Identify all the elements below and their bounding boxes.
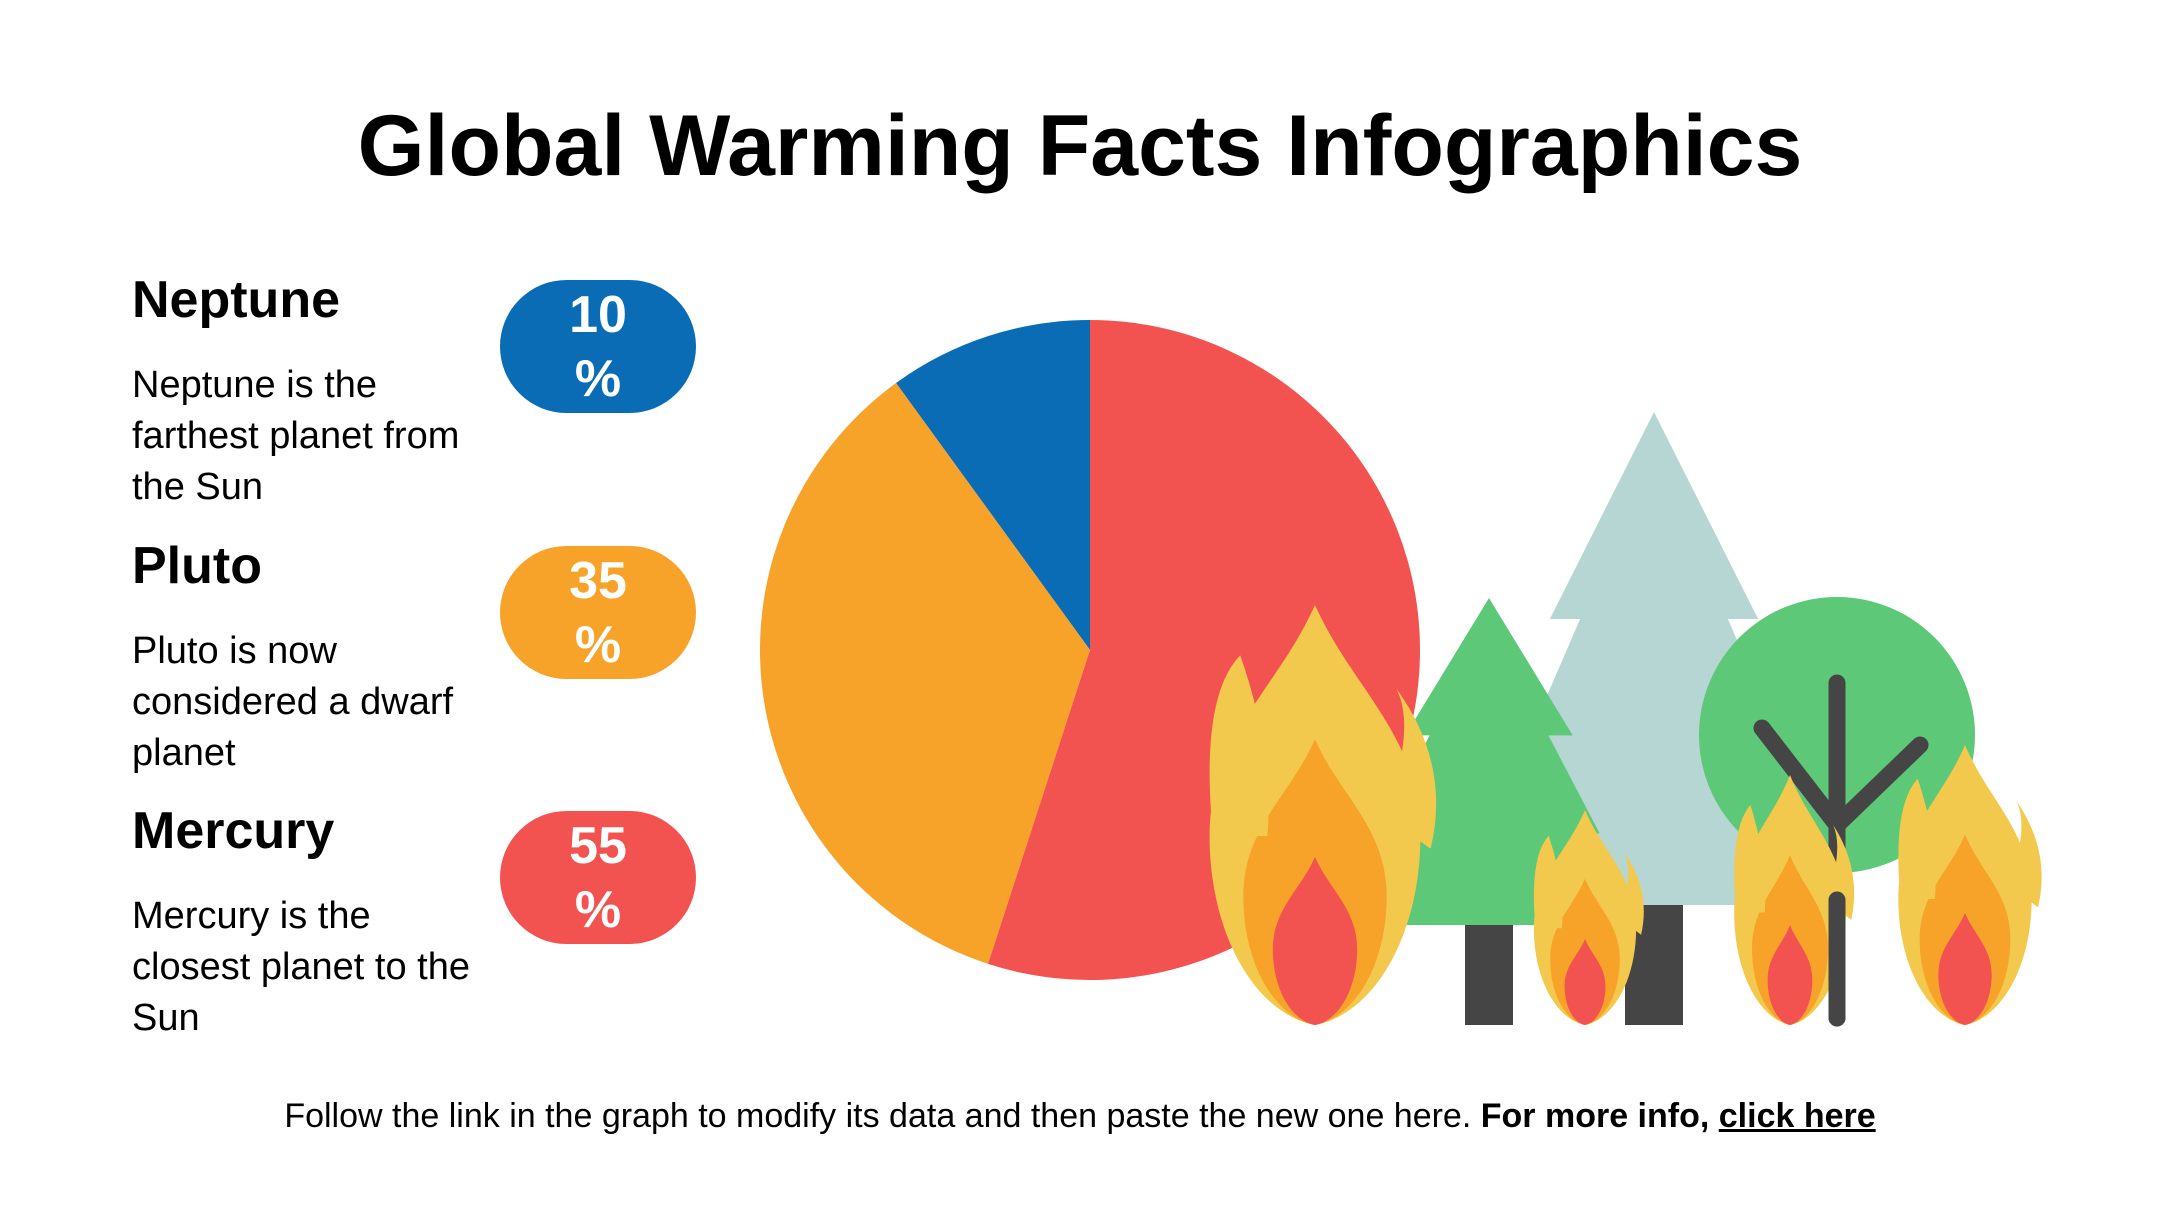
pine-tree-icon xyxy=(1354,598,1624,1025)
footer-note: Follow the link in the graph to modify i… xyxy=(0,1092,2160,1140)
percent-badge-neptune: 10 % xyxy=(500,280,696,413)
page-title: Global Warming Facts Infographics xyxy=(357,98,1803,194)
item-name: Pluto xyxy=(132,537,262,595)
flame-icon xyxy=(1734,775,1855,1025)
item-name: Mercury xyxy=(132,802,335,860)
more-info-link[interactable]: click here xyxy=(1718,1097,1876,1135)
percent-unit: % xyxy=(574,615,622,674)
percent-unit: % xyxy=(574,880,622,939)
pie-slice-pluto xyxy=(759,383,1090,964)
item-name: Neptune xyxy=(132,271,340,329)
legend-item-neptune: Neptune Neptune is the farthest planet f… xyxy=(132,270,472,513)
percent-value: 35 xyxy=(569,551,627,610)
pie-slice-neptune xyxy=(896,320,1090,650)
percent-value: 55 xyxy=(569,816,627,875)
item-description: Mercury is the closest planet to the Sun xyxy=(132,895,470,1039)
flame-icon xyxy=(1533,810,1644,1025)
flame-icon xyxy=(1209,605,1437,1025)
footer-bold-text: For more info, xyxy=(1480,1097,1710,1135)
percent-badge-pluto: 35 % xyxy=(500,546,696,679)
legend-item-mercury: Mercury Mercury is the closest planet to… xyxy=(132,801,472,1044)
footer-text: Follow the link in the graph to modify i… xyxy=(284,1097,1472,1135)
percent-value: 10 xyxy=(569,285,627,344)
item-description: Neptune is the farthest planet from the … xyxy=(132,364,460,508)
item-description: Pluto is now considered a dwarf planet xyxy=(132,630,454,774)
percent-unit: % xyxy=(574,349,622,408)
forest-fire-illustration xyxy=(1209,412,2042,1027)
legend-item-pluto: Pluto Pluto is now considered a dwarf pl… xyxy=(132,536,472,779)
percent-badge-mercury: 55 % xyxy=(500,811,696,944)
flame-icon xyxy=(1898,745,2042,1025)
